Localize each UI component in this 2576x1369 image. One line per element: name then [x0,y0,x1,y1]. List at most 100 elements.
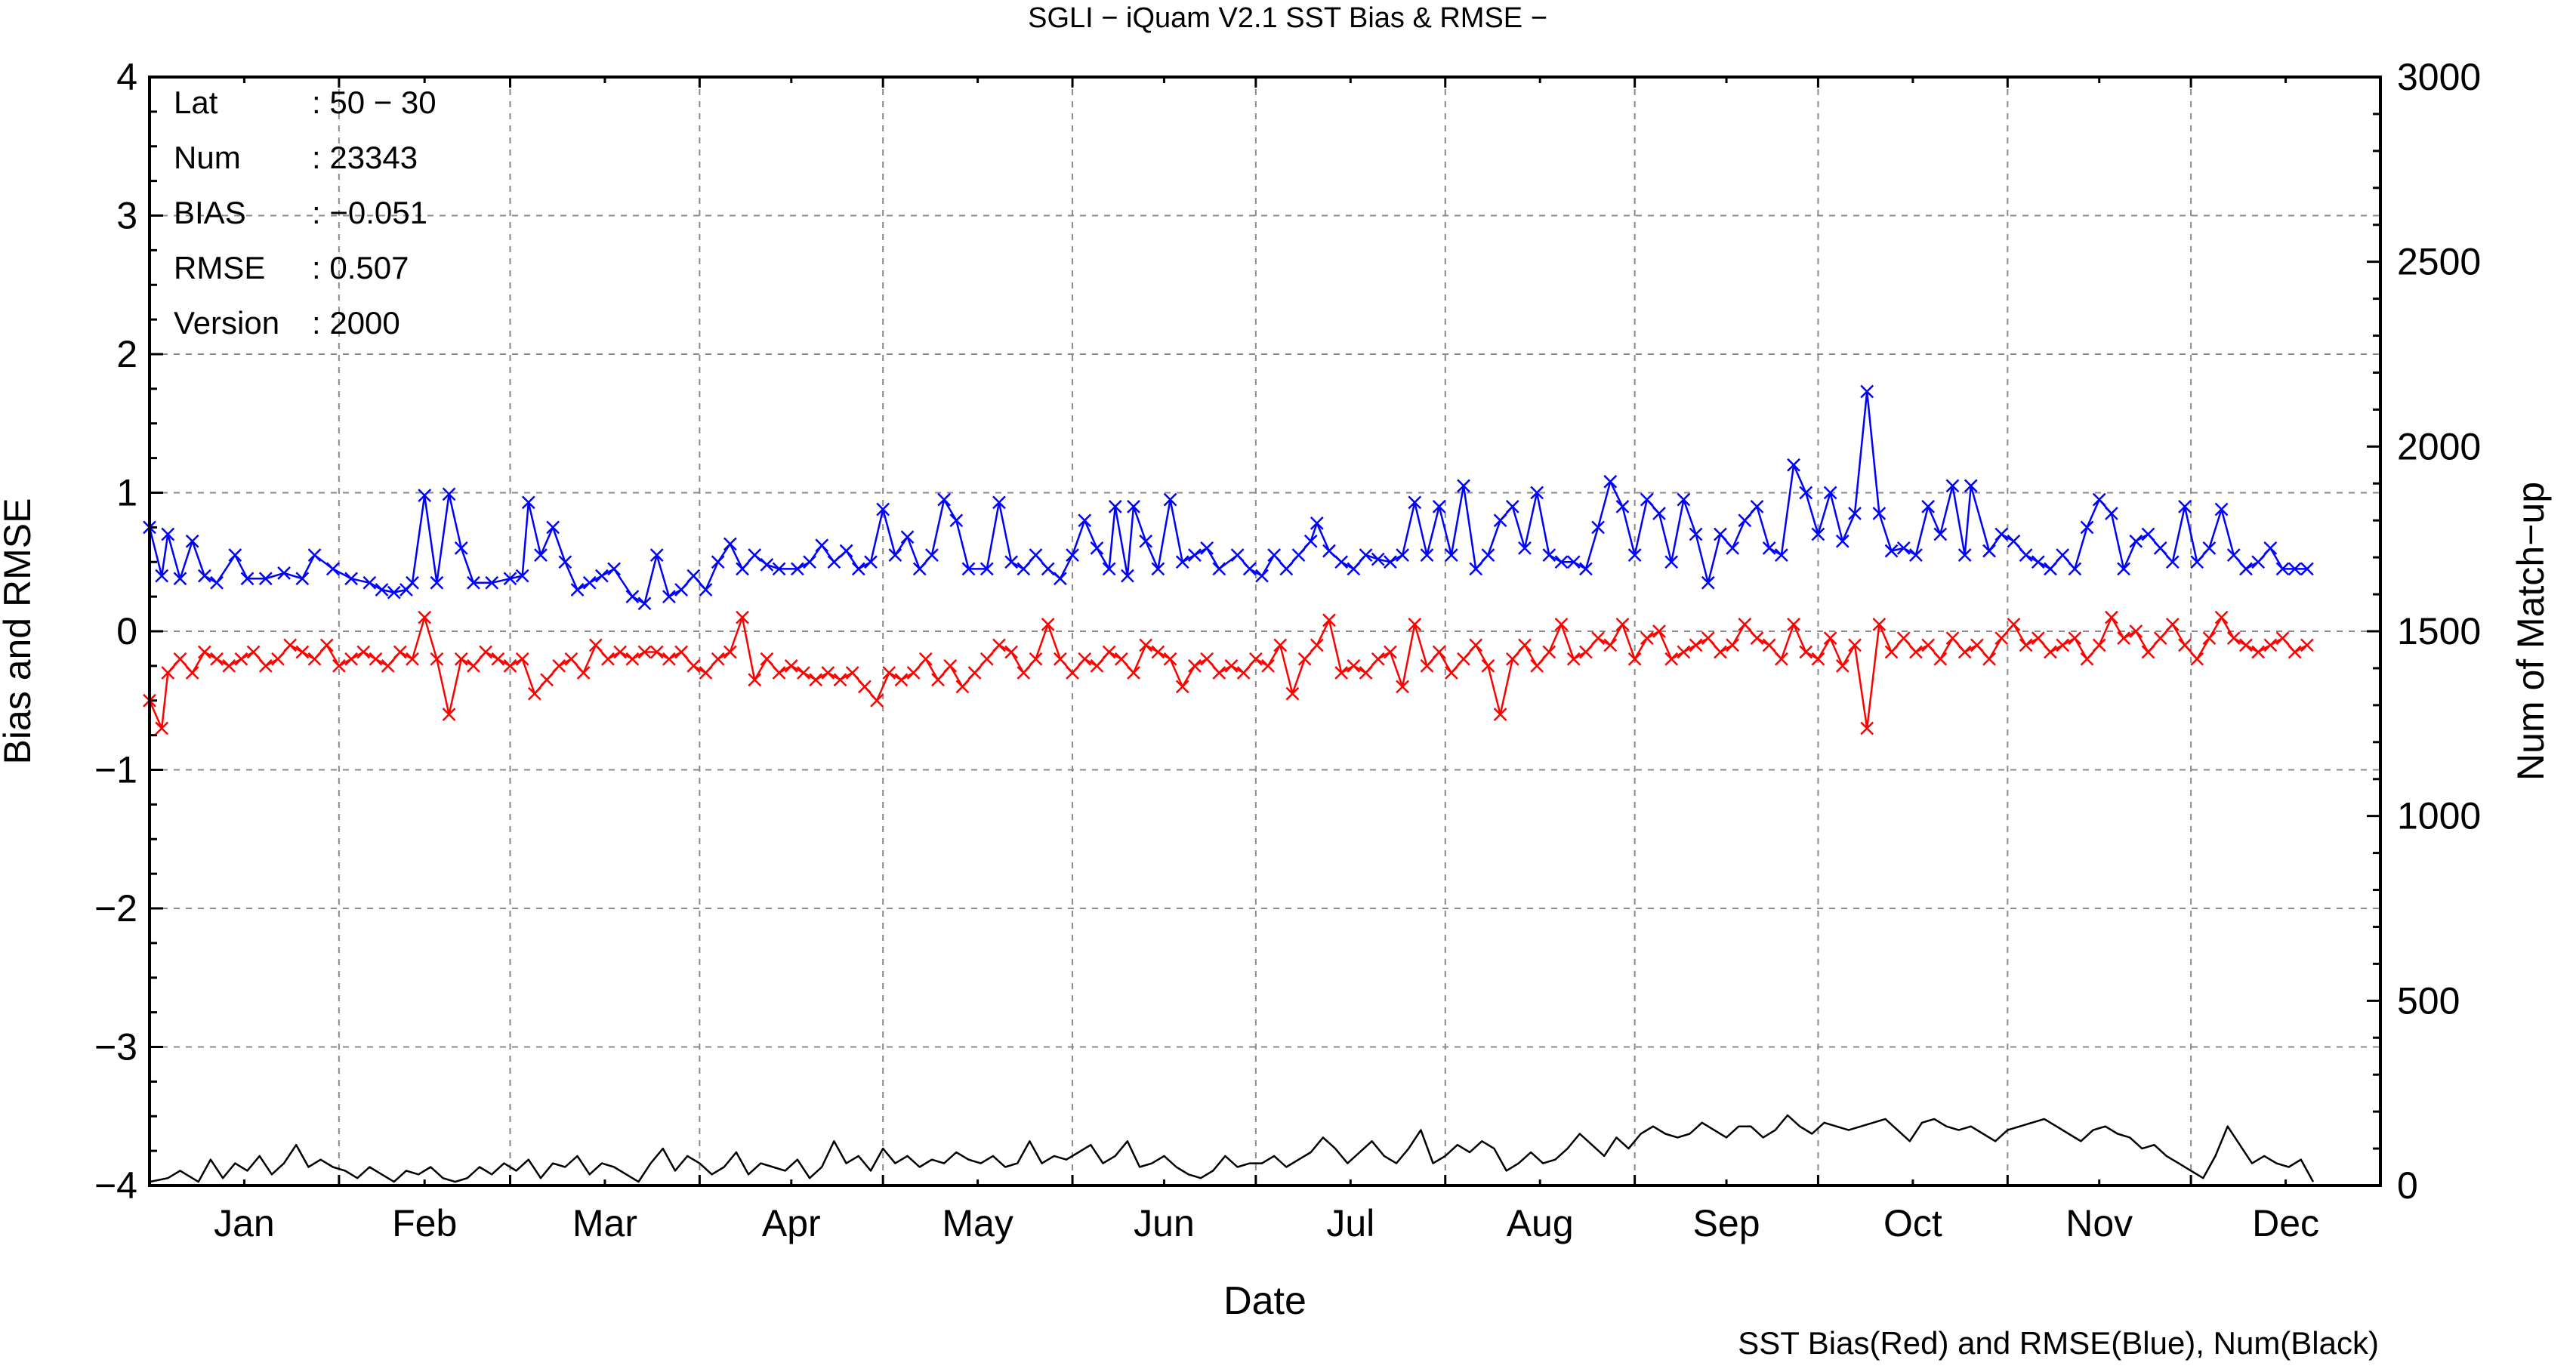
data-point-rmse [197,569,211,583]
data-point-rmse [1652,507,1666,520]
data-point-rmse [442,487,456,501]
stats-value: : 2000 [312,305,400,341]
data-point-rmse [1371,552,1385,566]
data-point-bias [2263,638,2278,652]
stats-box: Lat: 50 − 30 Num: 23343 BIAS: −0.051 RMSE: … [174,85,437,341]
data-point-rmse [1664,555,1679,569]
data-point-rmse [155,569,169,583]
data-point-rmse [2288,562,2302,576]
data-point-bias [955,680,970,694]
data-point-rmse [2007,534,2021,548]
series-line-num [149,1114,2315,1183]
data-point-bias [344,652,358,666]
data-point-bias [967,666,982,680]
data-point-rmse [748,548,762,562]
stats-label: Lat [174,85,218,120]
data-point-rmse [1396,548,1409,562]
data-point-bias [1640,631,1654,646]
data-point-rmse [1787,458,1800,472]
data-point-bias [1248,652,1263,666]
data-point-rmse [992,495,1006,510]
data-point-rmse [1701,575,1715,590]
data-point-rmse [1530,486,1544,500]
month-tick-label: Sep [1693,1202,1760,1244]
data-point-bias [1053,652,1067,666]
data-point-bias [1347,658,1361,673]
data-point-bias [430,652,444,666]
y-axis-left-label: Bias and RMSE [0,498,39,765]
data-point-rmse [2092,492,2106,507]
data-point-rmse [1848,507,1862,520]
data-point-bias [1261,658,1275,673]
data-point-rmse [1994,527,2009,541]
data-point-rmse [1347,562,1361,576]
data-point-rmse [925,548,939,562]
data-point-rmse [1334,555,1349,569]
stats-value: : 0.507 [312,250,409,285]
data-point-bias [1726,638,1740,652]
data-point-rmse [1017,562,1031,576]
data-point-bias [319,638,334,652]
data-point-rmse [1004,555,1019,569]
data-point-rmse [228,548,242,562]
data-point-rmse [1102,562,1116,576]
data-point-bias [2105,610,2118,624]
data-point-bias [1627,652,1642,666]
data-point-rmse [387,585,401,600]
data-point-bias [1236,666,1251,680]
data-point-bias [858,680,872,694]
stats-label: Num [174,140,241,175]
data-point-bias [1896,631,1911,646]
data-point-bias [2165,617,2180,631]
data-point-bias [1652,624,1666,638]
data-point-bias [1432,645,1446,659]
data-point-rmse [2251,555,2266,569]
data-point-bias [736,610,749,624]
data-point-bias [1322,613,1336,627]
data-point-bias [1921,638,1935,652]
data-point-rmse [979,562,994,576]
data-point-rmse [876,502,890,516]
stats-value: : 50 − 30 [312,85,437,120]
data-point-bias [2178,638,2192,652]
data-point-bias [748,673,762,687]
data-point-bias [2092,638,2106,652]
data-point-rmse [1481,548,1495,562]
data-point-bias [588,638,603,652]
data-point-bias [1554,617,1569,631]
data-point-rmse [2056,548,2070,562]
data-point-bias [1591,631,1605,646]
data-point-bias [1714,645,1727,659]
stats-label: Version [174,305,279,341]
data-point-rmse [595,569,609,583]
data-point-bias [1823,631,1837,646]
data-point-rmse [674,583,688,597]
data-point-rmse [1267,548,1282,562]
data-point-bias [210,652,224,666]
data-point-rmse [1408,495,1422,510]
data-point-bias [1297,652,1312,666]
data-point-bias [1579,645,1593,659]
data-point-bias [1542,645,1556,659]
data-point-bias [1408,617,1422,631]
data-point-bias [332,658,346,673]
data-point-rmse [949,513,964,528]
data-point-rmse [546,520,560,535]
data-point-rmse [851,562,865,576]
series-num [149,1114,2315,1183]
data-point-bias [906,666,921,680]
data-point-bias [943,658,958,673]
data-point-bias [1994,631,2009,646]
data-point-rmse [649,548,664,562]
data-point-rmse [1518,541,1532,555]
data-point-rmse [662,590,676,604]
data-point-bias [1762,638,1776,652]
month-tick-label: Dec [2252,1202,2319,1244]
data-point-rmse [1591,520,1605,535]
data-point-rmse [503,572,517,586]
left-axis-tick-labels: 4 3 2 1 0 −1 −2 −3 −4 [94,56,137,1207]
data-point-bias [1664,652,1679,666]
data-point-rmse [418,489,432,503]
data-point-bias [454,652,468,666]
